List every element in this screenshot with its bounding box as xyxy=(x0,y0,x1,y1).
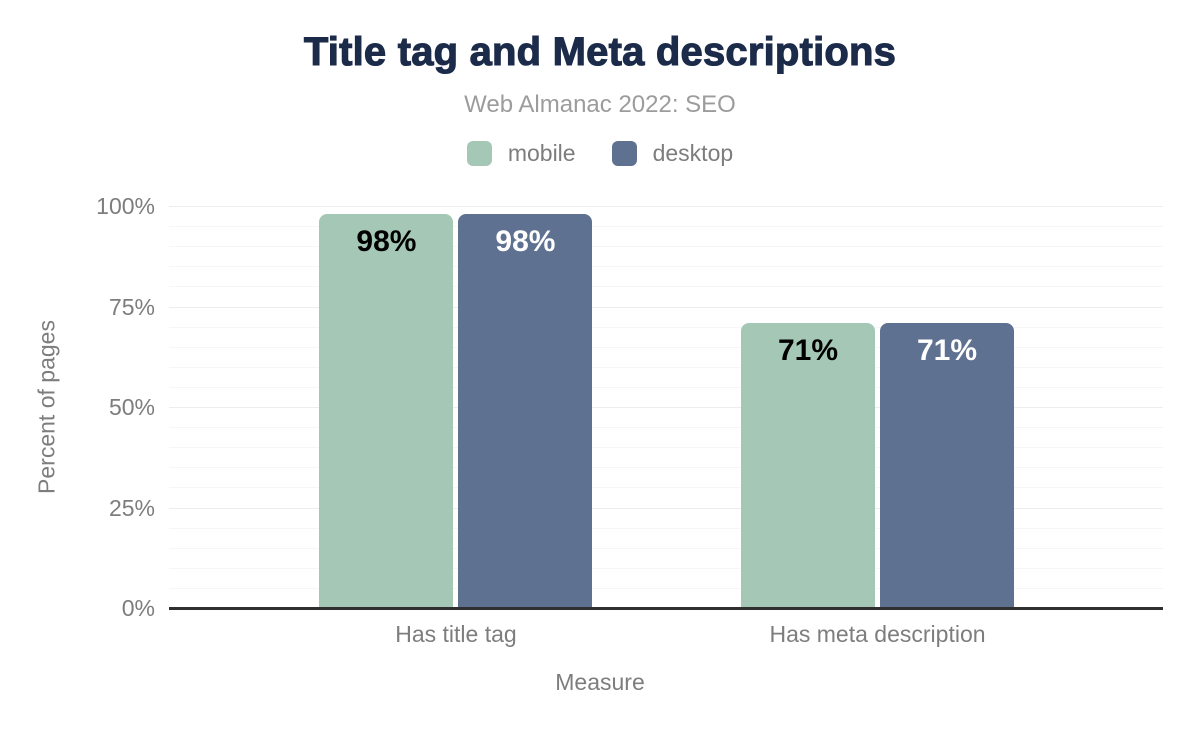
plot-area: 0% 25% 50% 75% 100% 98% 98% Has title tag 71% 71%… xyxy=(96,195,1163,647)
minor-gridline xyxy=(169,226,1163,228)
major-gridline xyxy=(169,206,1163,207)
legend-item-desktop[interactable]: desktop xyxy=(611,140,734,167)
x-axis-line xyxy=(169,607,1163,610)
y-tick-label: 0% xyxy=(121,595,155,621)
minor-gridline xyxy=(169,346,1163,348)
bar-mobile-has-meta-description[interactable]: 71% xyxy=(741,322,876,608)
minor-gridline xyxy=(169,386,1163,388)
bar-desktop-has-meta-description[interactable]: 71% xyxy=(880,322,1015,608)
bar-mobile-has-title-tag[interactable]: 98% xyxy=(319,214,454,608)
minor-gridline xyxy=(169,246,1163,248)
legend-swatch-desktop xyxy=(611,141,637,166)
major-gridline xyxy=(169,407,1163,408)
minor-gridline xyxy=(169,587,1163,589)
minor-gridline xyxy=(169,427,1163,429)
minor-gridline xyxy=(169,266,1163,268)
chart-title: Title tag and Meta descriptions xyxy=(303,29,897,74)
chart-subtitle: Web Almanac 2022: SEO xyxy=(464,91,736,118)
major-gridline xyxy=(169,306,1163,308)
minor-gridline xyxy=(169,447,1163,449)
minor-gridline xyxy=(169,567,1163,569)
minor-gridline xyxy=(169,286,1163,288)
legend: mobile desktop xyxy=(0,140,1200,167)
minor-gridline xyxy=(169,467,1163,469)
bar-value-label: 98% xyxy=(495,225,556,259)
y-tick-label: 25% xyxy=(108,494,155,521)
major-gridline xyxy=(169,507,1163,509)
y-tick-label: 50% xyxy=(108,394,155,420)
y-tick-label: 75% xyxy=(108,293,155,320)
bar-desktop-has-title-tag[interactable]: 98% xyxy=(458,214,593,608)
x-tick-label-has-meta-description: Has meta description xyxy=(769,621,986,647)
minor-gridline xyxy=(169,527,1163,529)
legend-label: mobile xyxy=(507,140,576,166)
minor-gridline xyxy=(169,547,1163,549)
legend-swatch-mobile xyxy=(466,141,492,166)
minor-gridline xyxy=(169,366,1163,368)
x-axis-title: Measure xyxy=(555,669,645,695)
bar-value-label: 71% xyxy=(916,333,978,367)
y-tick-label: 100% xyxy=(96,193,155,219)
minor-gridline xyxy=(169,487,1163,489)
y-axis-title: Percent of pages xyxy=(33,320,60,494)
legend-label: desktop xyxy=(652,140,734,166)
minor-gridline xyxy=(169,326,1163,328)
x-tick-label-has-title-tag: Has title tag xyxy=(395,621,517,647)
legend-item-mobile[interactable]: mobile xyxy=(466,140,576,167)
bar-value-label: 71% xyxy=(777,333,839,367)
bar-value-label: 98% xyxy=(356,225,417,259)
